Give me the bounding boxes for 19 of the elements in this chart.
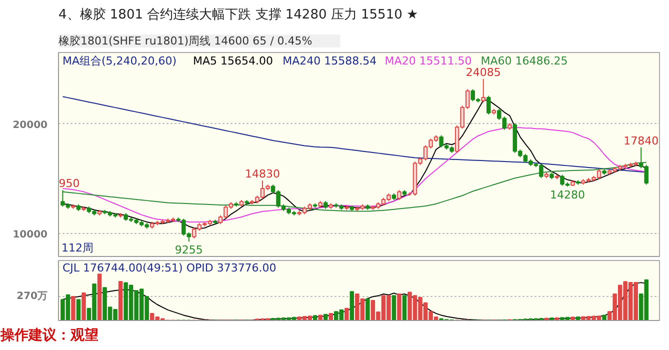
annotation: 24085	[466, 66, 501, 79]
y-tick-label: 270万	[16, 291, 48, 302]
chart-title: 4、橡胶 1801 合约连续大幅下跌 支撑 14280 压力 15510 ★	[58, 8, 418, 22]
annotation: 112周	[62, 242, 94, 254]
text: MA240 15588.54	[282, 54, 377, 68]
text: 操作建议：观望	[0, 326, 98, 344]
text: MA20 15511.50	[384, 54, 472, 68]
y-tick-label: 20000	[12, 120, 48, 131]
y-tick-label: 10000	[12, 229, 48, 240]
annotation: 9255	[174, 244, 203, 257]
text: MA5 15654.00	[193, 54, 273, 68]
annotation: 950	[58, 177, 80, 190]
annotation: 17840	[624, 134, 659, 148]
text: MA60 16486.25	[480, 54, 568, 68]
chart-subtitle: 橡胶1801(SHFE ru1801)周线 14600 65 / 0.45%	[58, 34, 312, 48]
annotation: 14280	[550, 188, 585, 202]
annotation: CJL 176744.00(49:51) OPID 373776.00	[62, 262, 276, 274]
legend-title: MA组合(5,240,20,60)	[62, 54, 177, 68]
annotation: 14830	[245, 167, 280, 180]
